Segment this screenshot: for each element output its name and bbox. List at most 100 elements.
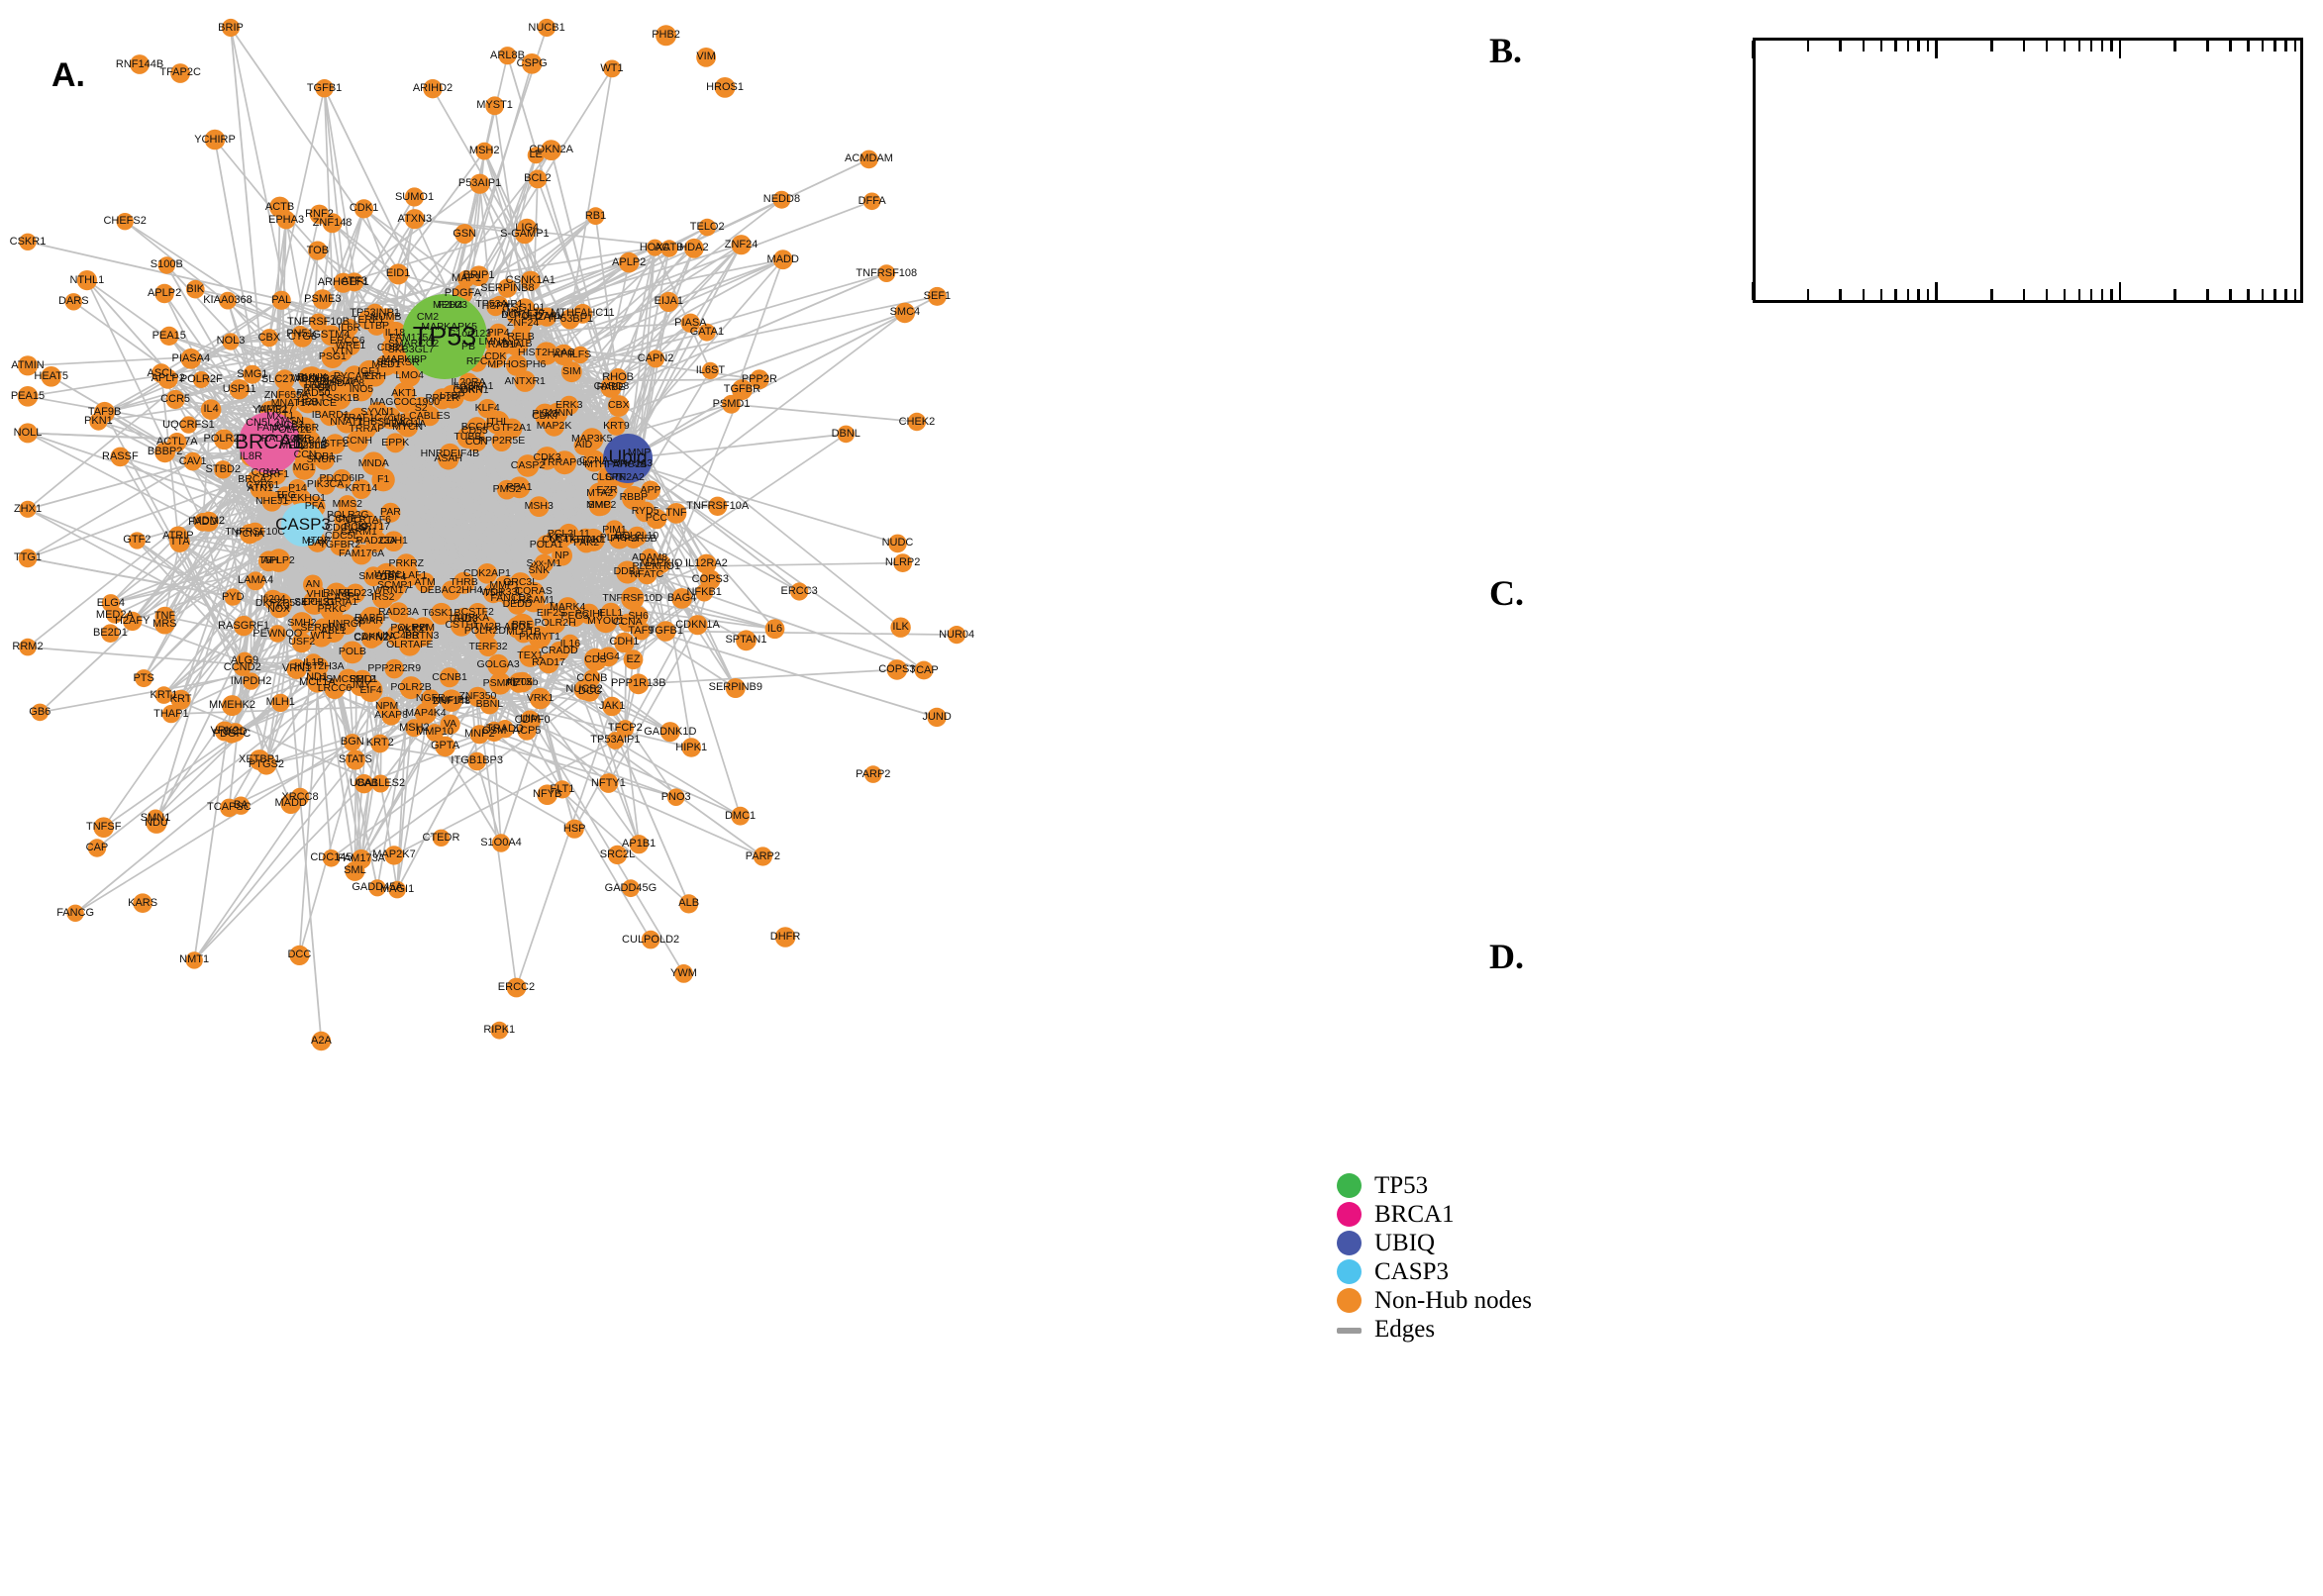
network-node[interactable] [165,389,185,410]
network-node[interactable] [695,583,714,602]
network-node[interactable] [927,286,947,306]
network-node[interactable] [722,394,741,414]
network-node[interactable] [309,313,328,332]
network-node[interactable] [894,302,916,324]
network-node[interactable] [381,705,401,726]
network-node[interactable] [666,788,685,806]
network-node[interactable] [731,806,750,826]
network-node[interactable] [491,834,511,852]
network-node[interactable] [528,626,552,649]
network-node[interactable] [864,765,882,783]
network-node[interactable] [520,270,542,291]
network-node[interactable] [529,307,548,326]
network-node[interactable] [439,667,460,688]
network-node[interactable] [330,535,351,556]
network-node[interactable] [383,531,404,551]
network-node[interactable] [246,522,265,542]
network-node[interactable] [527,147,545,164]
network-node[interactable] [537,784,557,805]
network-node[interactable] [674,964,693,983]
network-node[interactable] [302,382,325,406]
network-node[interactable] [607,845,628,865]
network-node[interactable] [233,615,254,637]
network-node[interactable] [772,249,793,270]
network-node[interactable] [641,930,660,949]
network-node[interactable] [550,641,569,661]
network-node[interactable] [154,606,175,627]
network-node[interactable] [398,365,421,387]
network-node[interactable] [333,272,354,293]
network-node[interactable] [637,564,657,585]
network-node[interactable] [154,283,174,304]
network-node[interactable] [490,1021,509,1040]
network-node[interactable] [352,848,371,869]
network-node[interactable] [222,725,241,744]
network-node[interactable] [364,517,384,537]
network-node[interactable] [399,676,423,700]
network-node[interactable] [179,416,198,434]
network-node[interactable] [888,534,907,553]
network-node[interactable] [430,602,453,625]
network-node[interactable] [93,817,114,838]
network-node[interactable] [646,239,663,256]
network-node[interactable] [475,142,494,160]
network-node[interactable] [603,59,621,78]
network-node[interactable] [362,411,384,434]
network-node[interactable] [375,354,397,376]
network-node[interactable] [340,318,358,338]
network-node[interactable] [41,366,61,387]
network-node[interactable] [154,686,173,704]
network-node[interactable] [346,517,366,538]
network-node[interactable] [286,658,307,679]
network-node[interactable] [927,707,947,728]
network-node[interactable] [708,496,728,516]
network-node[interactable] [665,503,687,524]
network-node[interactable] [274,369,295,390]
network-node[interactable] [423,79,443,99]
network-node[interactable] [621,485,646,510]
network-node[interactable] [386,624,410,648]
network-node[interactable] [553,780,572,799]
network-node[interactable] [556,597,578,618]
network-node[interactable] [488,672,512,695]
network-node[interactable] [229,379,250,400]
network-node[interactable] [405,719,424,738]
network-node[interactable] [586,207,605,226]
network-node[interactable] [397,416,419,438]
network-node[interactable] [180,348,202,369]
network-node[interactable] [487,653,510,676]
network-node[interactable] [656,621,676,642]
network-node[interactable] [438,449,459,470]
network-node[interactable] [618,251,640,273]
network-node[interactable] [506,977,527,998]
network-node[interactable] [380,502,401,523]
network-node[interactable] [101,594,120,613]
network-node[interactable] [681,738,701,757]
network-node[interactable] [660,240,678,257]
network-node[interactable] [291,632,312,653]
network-node[interactable] [388,602,409,623]
network-node[interactable] [18,549,38,568]
network-node[interactable] [308,241,328,260]
network-node[interactable] [382,321,407,346]
network-node[interactable] [234,658,252,676]
network-node[interactable] [31,703,50,722]
network-node[interactable] [478,637,498,656]
network-node[interactable] [608,527,631,549]
network-node[interactable] [862,192,881,211]
network-node[interactable] [476,563,498,584]
network-node[interactable] [541,140,561,161]
network-node[interactable] [725,678,746,698]
network-node[interactable] [404,187,425,207]
network-node[interactable] [154,442,176,463]
network-node[interactable] [198,511,219,532]
network-node[interactable] [19,233,37,250]
network-node[interactable] [243,364,262,384]
network-node[interactable] [384,846,404,865]
network-node[interactable] [606,732,625,749]
network-node[interactable] [469,725,489,745]
network-node[interactable] [687,615,708,636]
network-node[interactable] [315,79,334,98]
network-node[interactable] [309,204,330,225]
network-node[interactable] [474,616,498,639]
